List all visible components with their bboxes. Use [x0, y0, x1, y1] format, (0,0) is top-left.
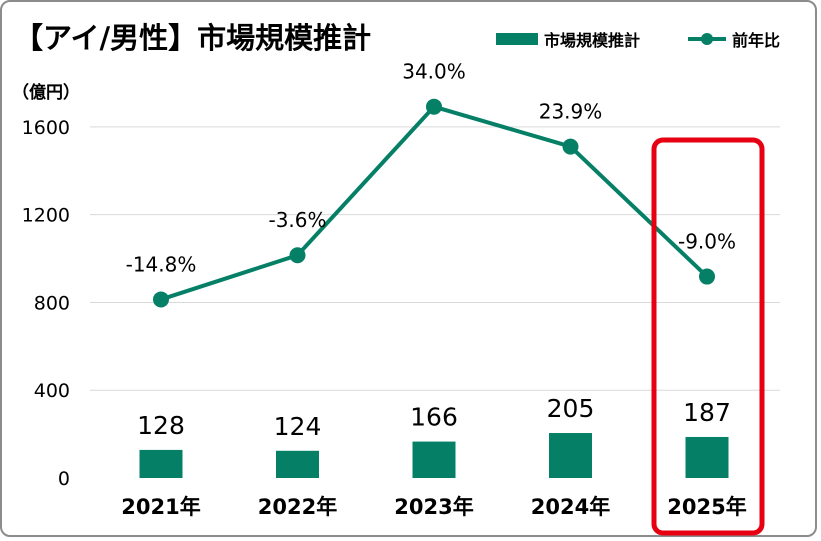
- bar-labels: 128 124 166 205 187: [137, 394, 731, 441]
- bar: [412, 441, 456, 478]
- x-category-label: 2023年: [394, 495, 473, 519]
- line-value-label: 23.9%: [539, 100, 603, 124]
- bar-value-label: 166: [410, 403, 458, 432]
- legend-line-label: 前年比: [732, 31, 780, 50]
- legend-bar-label: 市場規模推計: [544, 31, 640, 50]
- line-point: [699, 268, 715, 285]
- line-series: [153, 98, 715, 308]
- line-point: [562, 138, 579, 155]
- line-value-label: -14.8%: [126, 252, 197, 276]
- y-tick-label: 1200: [22, 205, 70, 227]
- x-category-label: 2021年: [121, 495, 200, 519]
- line-value-label: -9.0%: [678, 230, 736, 254]
- bar-value-label: 205: [547, 394, 595, 423]
- gridlines: [90, 126, 780, 391]
- legend-line-marker: [701, 33, 713, 45]
- y-tick-label: 1600: [22, 117, 70, 139]
- legend-bar-swatch: [496, 33, 538, 45]
- x-category-label: 2022年: [258, 495, 337, 519]
- x-category-label: 2025年: [667, 495, 746, 519]
- bar-value-label: 124: [274, 412, 322, 441]
- line-value-label: 34.0%: [402, 60, 466, 84]
- bar: [685, 436, 729, 478]
- bar: [549, 433, 592, 478]
- y-tick-label: 800: [34, 292, 70, 314]
- bar-value-label: 128: [137, 411, 185, 440]
- line-point: [289, 247, 306, 264]
- line-point: [153, 291, 169, 308]
- line-point: [426, 98, 442, 115]
- x-axis-labels: 2021年 2022年 2023年 2024年 2025年: [121, 495, 746, 519]
- y-tick-label: 0: [58, 468, 70, 490]
- legend: 市場規模推計 前年比: [496, 31, 780, 50]
- line-path: [160, 104, 709, 302]
- chart-title: 【アイ/男性】市場規模推計: [14, 21, 371, 55]
- y-axis-ticks: 0 400 800 1200 1600: [22, 117, 70, 490]
- highlight-rect: [651, 137, 765, 536]
- line-labels: -14.8% -3.6% 34.0% 23.9% -9.0%: [126, 60, 736, 277]
- highlight-box: [651, 137, 765, 536]
- bar-series: [139, 433, 729, 478]
- y-tick-label: 400: [34, 380, 70, 402]
- x-category-label: 2024年: [531, 495, 610, 519]
- bar-value-label: 187: [683, 398, 731, 427]
- line-value-label: -3.6%: [268, 208, 326, 232]
- y-axis-unit: （億円）: [12, 82, 80, 103]
- bar: [276, 450, 319, 478]
- bar: [139, 449, 183, 478]
